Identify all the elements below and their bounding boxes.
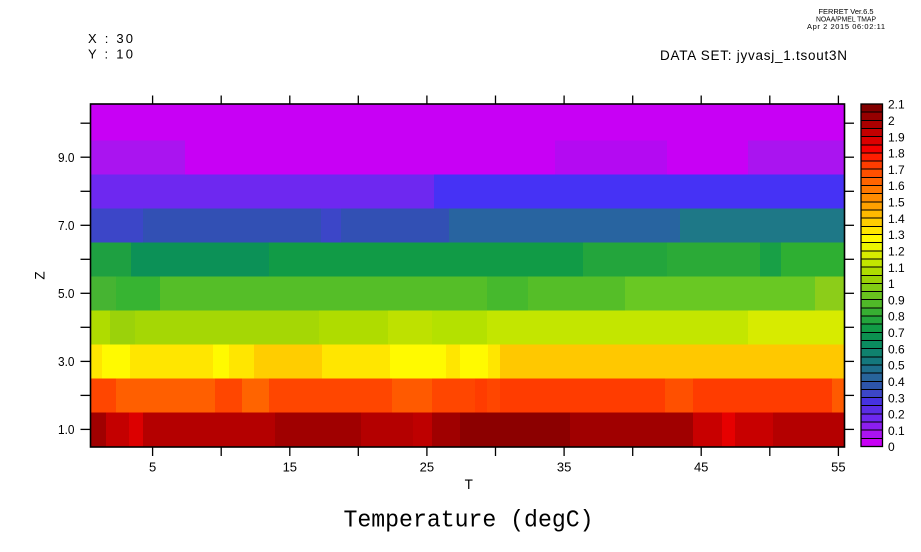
svg-text:1.5: 1.5 [888, 196, 905, 210]
svg-text:15: 15 [283, 460, 297, 475]
svg-text:5: 5 [149, 460, 156, 475]
svg-text:DATA SET: jyvasj_1.tsout3N: DATA SET: jyvasj_1.tsout3N [660, 48, 847, 63]
svg-text:0.8: 0.8 [888, 310, 905, 324]
svg-text:Z: Z [33, 271, 48, 279]
svg-text:9.0: 9.0 [58, 150, 75, 165]
svg-text:FERRET Ver.6.5: FERRET Ver.6.5 [819, 7, 874, 16]
svg-text:Y : 10: Y : 10 [88, 47, 133, 62]
svg-text:55: 55 [831, 460, 845, 475]
svg-text:X : 30: X : 30 [88, 31, 133, 46]
svg-text:0.4: 0.4 [888, 375, 905, 389]
svg-text:2.1: 2.1 [888, 98, 905, 112]
svg-text:T: T [465, 477, 473, 492]
svg-text:1.2: 1.2 [888, 245, 905, 259]
svg-text:3.0: 3.0 [58, 354, 75, 369]
svg-text:1.1: 1.1 [888, 261, 905, 275]
svg-text:1.8: 1.8 [888, 147, 905, 161]
svg-text:Temperature (degC): Temperature (degC) [344, 508, 594, 535]
svg-text:0.1: 0.1 [888, 424, 905, 438]
svg-text:1.0: 1.0 [58, 422, 75, 437]
svg-text:0: 0 [888, 440, 895, 454]
svg-text:25: 25 [420, 460, 434, 475]
svg-text:0.2: 0.2 [888, 408, 905, 422]
svg-text:NOAA/PMEL TMAP: NOAA/PMEL TMAP [816, 15, 876, 24]
svg-text:Apr 2 2015 06:02:11: Apr 2 2015 06:02:11 [807, 22, 885, 31]
svg-text:0.5: 0.5 [888, 359, 905, 373]
svg-text:0.6: 0.6 [888, 342, 905, 356]
svg-text:7.0: 7.0 [58, 218, 75, 233]
svg-text:1.3: 1.3 [888, 228, 905, 242]
svg-text:5.0: 5.0 [58, 286, 75, 301]
svg-text:2: 2 [888, 114, 895, 128]
svg-text:35: 35 [557, 460, 571, 475]
svg-text:1.7: 1.7 [888, 163, 905, 177]
svg-text:1.4: 1.4 [888, 212, 905, 226]
svg-text:1.9: 1.9 [888, 130, 905, 144]
svg-text:0.9: 0.9 [888, 293, 905, 307]
svg-text:1: 1 [888, 277, 895, 291]
svg-text:1.6: 1.6 [888, 179, 905, 193]
svg-text:0.7: 0.7 [888, 326, 905, 340]
svg-text:45: 45 [694, 460, 708, 475]
svg-text:0.3: 0.3 [888, 391, 905, 405]
